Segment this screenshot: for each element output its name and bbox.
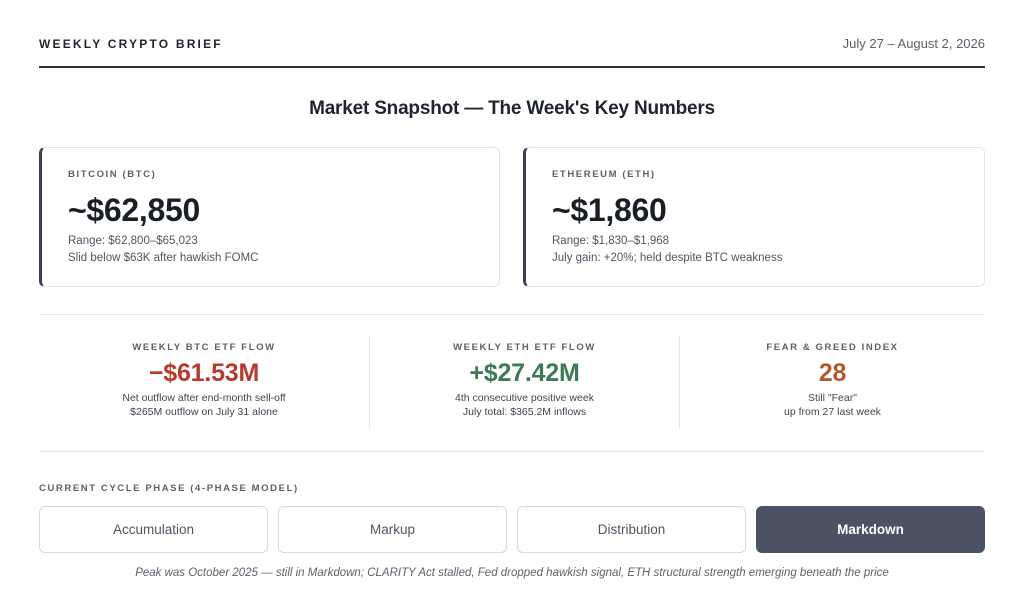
phase-markdown-active[interactable]: Markdown (756, 506, 985, 553)
cycle-footnote: Peak was October 2025 — still in Markdow… (135, 567, 889, 579)
cycle-phase-label: CURRENT CYCLE PHASE (4-PHASE MODEL) (39, 483, 299, 494)
eth-etf-note2: July total: $365.2M inflows (462, 406, 587, 418)
eth-etf-note1: 4th consecutive positive week (455, 392, 594, 404)
eth-range: Range: $1,830–$1,968 (552, 235, 670, 247)
btc-note: Slid below $63K after hawkish FOMC (68, 252, 259, 264)
phase-distribution[interactable]: Distribution (517, 506, 746, 553)
btc-card: BITCOIN (BTC) ~$62,850 Range: $62,800–$6… (39, 147, 500, 287)
fear-greed-note2: up from 27 last week (784, 406, 881, 418)
eth-price: ~$1,860 (552, 192, 667, 228)
cycle-phase-selector: Accumulation Markup Distribution Markdow… (39, 506, 985, 553)
phase-markup[interactable]: Markup (278, 506, 507, 553)
divider-bottom (39, 451, 985, 452)
eth-etf-stat: WEEKLY ETH ETF FLOW +$27.42M 4th consecu… (369, 336, 679, 429)
fear-greed-stat: FEAR & GREED INDEX 28 Still "Fear" up fr… (679, 336, 985, 429)
date-range: July 27 – August 2, 2026 (842, 36, 985, 51)
phase-accumulation[interactable]: Accumulation (39, 506, 268, 553)
divider-top (39, 314, 985, 315)
eth-card: ETHEREUM (ETH) ~$1,860 Range: $1,830–$1,… (523, 147, 985, 287)
eth-etf-label: WEEKLY ETH ETF FLOW (453, 342, 596, 353)
stats-row: WEEKLY BTC ETF FLOW −$61.53M Net outflow… (39, 336, 985, 429)
btc-label: BITCOIN (BTC) (68, 169, 157, 180)
brand-title: WEEKLY CRYPTO BRIEF (39, 37, 223, 51)
fear-greed-value: 28 (818, 359, 847, 387)
header: WEEKLY CRYPTO BRIEF July 27 – August 2, … (39, 34, 985, 68)
btc-etf-value: −$61.53M (148, 359, 260, 387)
fear-greed-label: FEAR & GREED INDEX (766, 342, 899, 353)
eth-note: July gain: +20%; held despite BTC weakne… (552, 252, 783, 264)
btc-etf-label: WEEKLY BTC ETF FLOW (132, 342, 276, 353)
fear-greed-note1: Still "Fear" (808, 392, 857, 404)
page-title: Market Snapshot — The Week's Key Numbers (309, 98, 715, 119)
eth-etf-value: +$27.42M (469, 359, 580, 387)
btc-etf-note1: Net outflow after end-month sell-off (122, 392, 286, 404)
btc-etf-stat: WEEKLY BTC ETF FLOW −$61.53M Net outflow… (39, 336, 369, 429)
btc-range: Range: $62,800–$65,023 (68, 235, 198, 247)
btc-price: ~$62,850 (68, 192, 200, 228)
btc-etf-note2: $265M outflow on July 31 alone (130, 406, 278, 418)
eth-label: ETHEREUM (ETH) (552, 169, 656, 180)
